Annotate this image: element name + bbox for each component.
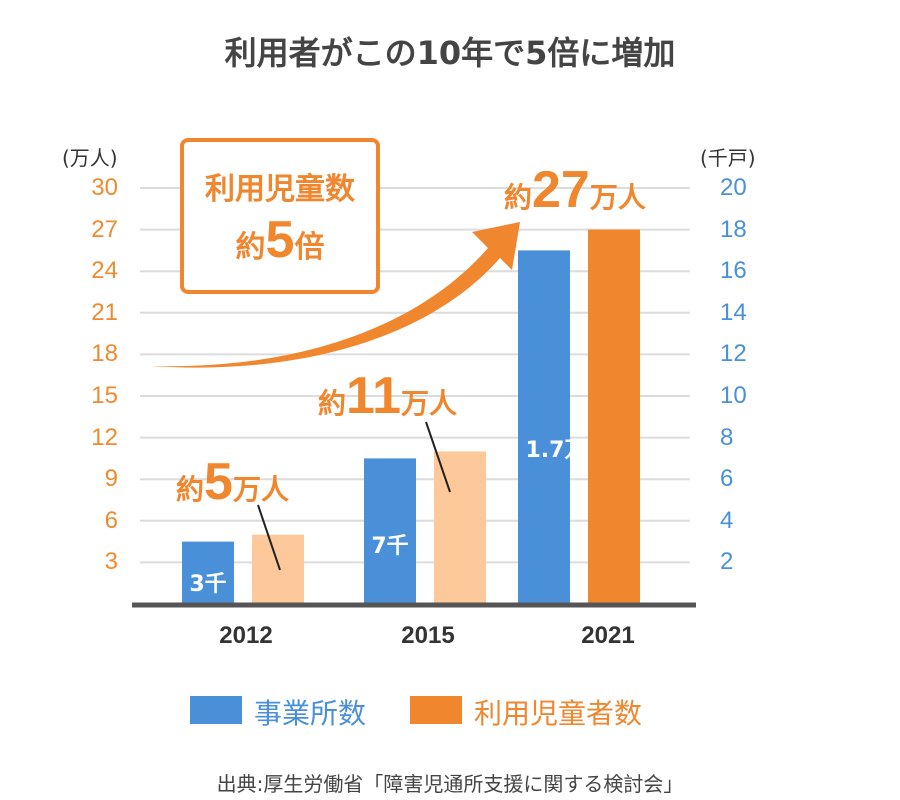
y-right-tick: 8 xyxy=(720,423,734,451)
x-tick-2021: 2021 xyxy=(581,622,635,649)
bar-office-2015 xyxy=(364,458,416,604)
chart-title: 利用者がこの10年で5倍に増加 xyxy=(224,34,676,72)
y-left-tick: 12 xyxy=(91,423,118,451)
bar-label-2021: 1.7万 xyxy=(525,438,587,463)
y-left-tick: 21 xyxy=(91,298,118,326)
bar-label-2015: 7千 xyxy=(371,534,409,559)
highlight-box: 利用児童数 約5倍 xyxy=(180,138,380,294)
x-tick-2015: 2015 xyxy=(401,622,455,649)
leader-line-2012 xyxy=(257,504,281,571)
callout-number: 5 xyxy=(204,453,233,511)
growth-arrow xyxy=(150,222,520,368)
highlight-line1: 利用児童数 xyxy=(205,172,355,207)
highlight-prefix: 約 xyxy=(235,230,266,265)
highlight-number: 5 xyxy=(265,211,295,269)
callout-number: 27 xyxy=(532,161,590,219)
bar-users-2021 xyxy=(588,229,640,604)
callout-suffix: 万人 xyxy=(232,473,289,506)
y-right-tick: 18 xyxy=(720,215,747,243)
bar-label-2012: 3千 xyxy=(189,572,227,597)
y-left-tick: 3 xyxy=(104,548,118,576)
y-left-tick: 15 xyxy=(91,382,118,409)
callout-prefix: 約 xyxy=(176,473,205,506)
legend-users: 利用児童者数 xyxy=(474,697,643,730)
callout-number: 11 xyxy=(346,367,401,425)
y-left-tick: 6 xyxy=(104,506,118,534)
y-right-tick: 10 xyxy=(720,382,747,409)
callout-suffix: 万人 xyxy=(401,387,458,420)
source-note: 出典:厚生労働省「障害児通所支援に関する検討会」 xyxy=(216,772,684,796)
y-right-tick: 20 xyxy=(720,174,747,201)
bar-users-2015 xyxy=(434,451,486,604)
callout-2021: 約27万人 xyxy=(504,160,646,220)
y-right-tick: 16 xyxy=(720,257,747,285)
bar-office-2021 xyxy=(518,250,570,604)
y-left-tick: 18 xyxy=(91,340,118,368)
y-right-tick: 12 xyxy=(720,340,747,368)
y-left-tick: 30 xyxy=(91,174,118,201)
callout-2012: 約5万人 xyxy=(176,452,289,512)
highlight-suffix: 倍 xyxy=(294,230,325,265)
callout-suffix: 万人 xyxy=(589,181,646,214)
bar-users-2012 xyxy=(252,534,304,604)
left-axis-unit: (万人) xyxy=(62,146,118,170)
legend-swatch-users xyxy=(410,696,462,724)
y-left-tick: 27 xyxy=(91,215,118,243)
legend-office: 事業所数 xyxy=(254,697,367,730)
bar-office-2012 xyxy=(182,541,234,604)
y-left-tick: 24 xyxy=(91,257,118,285)
callout-2015: 約11万人 xyxy=(318,366,457,426)
y-left-tick: 9 xyxy=(104,465,118,493)
y-right-tick: 4 xyxy=(720,506,734,534)
highlight-line2: 約5倍 xyxy=(184,210,376,270)
leader-line-2015 xyxy=(425,421,451,493)
y-right-tick: 14 xyxy=(720,298,747,326)
callout-prefix: 約 xyxy=(504,181,533,214)
y-right-tick: 6 xyxy=(720,465,734,493)
legend-swatch-office xyxy=(190,696,242,724)
y-right-tick: 2 xyxy=(720,548,734,576)
right-axis-unit: (千戸) xyxy=(700,146,756,170)
x-tick-2012: 2012 xyxy=(219,622,273,649)
callout-prefix: 約 xyxy=(318,387,347,420)
